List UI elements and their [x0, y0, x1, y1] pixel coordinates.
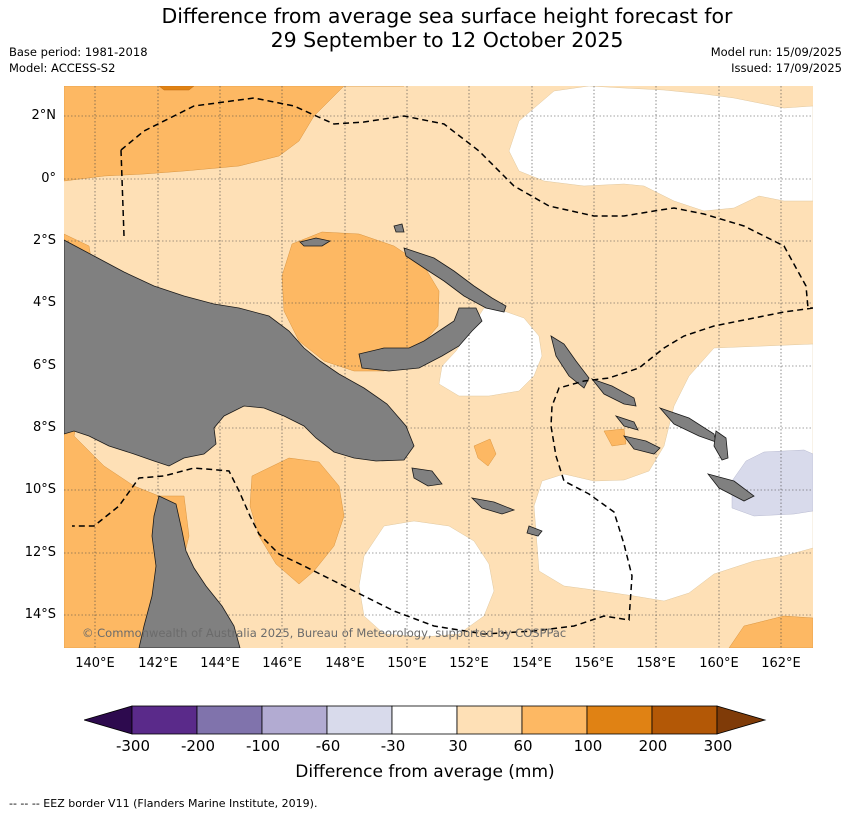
cb-tick-300: 300: [703, 737, 733, 755]
lat-label-12s: 12°S: [24, 545, 56, 560]
colorbar-segment: [521, 705, 588, 735]
cb-tick-neg30: -30: [380, 737, 406, 755]
colorbar-segment: [586, 705, 653, 735]
anomaly-60-100-region-southeast: [728, 615, 813, 648]
lon-label-160e: 160°E: [699, 656, 739, 671]
land-island-1: [393, 223, 405, 233]
cb-tick-30: 30: [448, 737, 468, 755]
base-period: Base period: 1981-2018: [9, 45, 148, 59]
anomaly-neg30-neg60-region: [731, 449, 813, 517]
cb-tick-100: 100: [573, 737, 603, 755]
lon-label-154e: 154°E: [512, 656, 552, 671]
anomaly-neutral-region-south: [358, 520, 495, 638]
land-manus: [299, 237, 332, 247]
colorbar-arrow-high: [716, 705, 767, 735]
title-line-1: Difference from average sea surface heig…: [161, 4, 733, 28]
lat-label-0: 0°: [41, 171, 56, 186]
land-bougainville: [550, 335, 590, 389]
lon-label-140e: 140°E: [75, 656, 115, 671]
land-malaita: [713, 430, 729, 461]
colorbar-segment: [196, 705, 263, 735]
map-title: Difference from average sea surface heig…: [0, 4, 850, 52]
cb-tick-200: 200: [638, 737, 668, 755]
anomaly-100-200-region-north: [158, 86, 195, 91]
land-island-2: [526, 525, 543, 537]
colorbar-segment: [391, 705, 458, 735]
land-guadalcanal: [623, 435, 661, 455]
lon-label-144e: 144°E: [200, 656, 240, 671]
land-louisiade: [470, 497, 516, 515]
eez-border-note: -- -- -- EEZ border V11 (Flanders Marine…: [9, 797, 318, 810]
land-new-guinea: [64, 239, 415, 467]
cb-tick-neg60: -60: [315, 737, 341, 755]
title-line-2: 29 September to 12 October 2025: [270, 28, 624, 52]
land-makira: [706, 473, 755, 502]
land-dentrecasteaux: [411, 467, 443, 487]
eez-border: [72, 97, 813, 635]
anomaly-neutral-region-northeast: [508, 86, 813, 212]
anomaly-neutral-region-central: [438, 307, 543, 397]
model-name: Model: ACCESS-S2: [9, 61, 116, 75]
cb-tick-neg200: -200: [180, 737, 216, 755]
colorbar-segment: [651, 705, 718, 735]
colorbar-title: Difference from average (mm): [295, 762, 555, 782]
model-run: Model run: 15/09/2025: [710, 45, 842, 59]
cb-tick-neg100: -100: [245, 737, 281, 755]
colorbar-segment: [326, 705, 393, 735]
land-new-georgia: [614, 415, 639, 431]
colorbar: [84, 705, 767, 735]
lat-label-2s: 2°S: [32, 233, 56, 248]
anomaly-60-100-region-small-2: [603, 428, 627, 447]
copyright-notice: © Commonwealth of Australia 2025, Bureau…: [82, 626, 567, 640]
lat-label-8s: 8°S: [32, 420, 56, 435]
anomaly-60-100-region-gulf: [249, 457, 345, 585]
colorbar-arrow-low: [84, 705, 133, 735]
lat-label-6s: 6°S: [32, 358, 56, 373]
lon-label-142e: 142°E: [138, 656, 178, 671]
colorbar-segments: [84, 705, 767, 735]
colorbar-segment: [261, 705, 328, 735]
cb-tick-60: 60: [513, 737, 533, 755]
lat-label-4s: 4°S: [32, 295, 56, 310]
colorbar-segment: [131, 705, 198, 735]
forecast-map: [64, 86, 813, 648]
lat-label-2n: 2°N: [31, 108, 57, 123]
lon-label-146e: 146°E: [262, 656, 302, 671]
lon-label-152e: 152°E: [449, 656, 489, 671]
land-masses: [64, 223, 755, 648]
lon-label-150e: 150°E: [387, 656, 427, 671]
lon-label-156e: 156°E: [574, 656, 614, 671]
anomaly-60-100-region-small-1: [473, 438, 497, 467]
meta-left: Base period: 1981-2018 Model: ACCESS-S2: [9, 44, 148, 76]
anomaly-neutral-region-east: [533, 343, 813, 602]
lon-label-148e: 148°E: [325, 656, 365, 671]
cb-tick-neg300: -300: [115, 737, 151, 755]
lat-label-14s: 14°S: [24, 607, 56, 622]
colorbar-segment: [456, 705, 523, 735]
lon-label-158e: 158°E: [636, 656, 676, 671]
land-cape-york: [138, 495, 241, 648]
land-choiseul: [590, 378, 637, 407]
land-new-ireland: [403, 247, 507, 313]
meta-right: Model run: 15/09/2025 Issued: 17/09/2025: [711, 44, 842, 76]
issued-date: Issued: 17/09/2025: [731, 61, 842, 75]
lon-label-162e: 162°E: [761, 656, 801, 671]
anomaly-60-100-region-north: [64, 86, 404, 182]
land-new-britain: [358, 307, 483, 372]
lat-label-10s: 10°S: [24, 482, 56, 497]
